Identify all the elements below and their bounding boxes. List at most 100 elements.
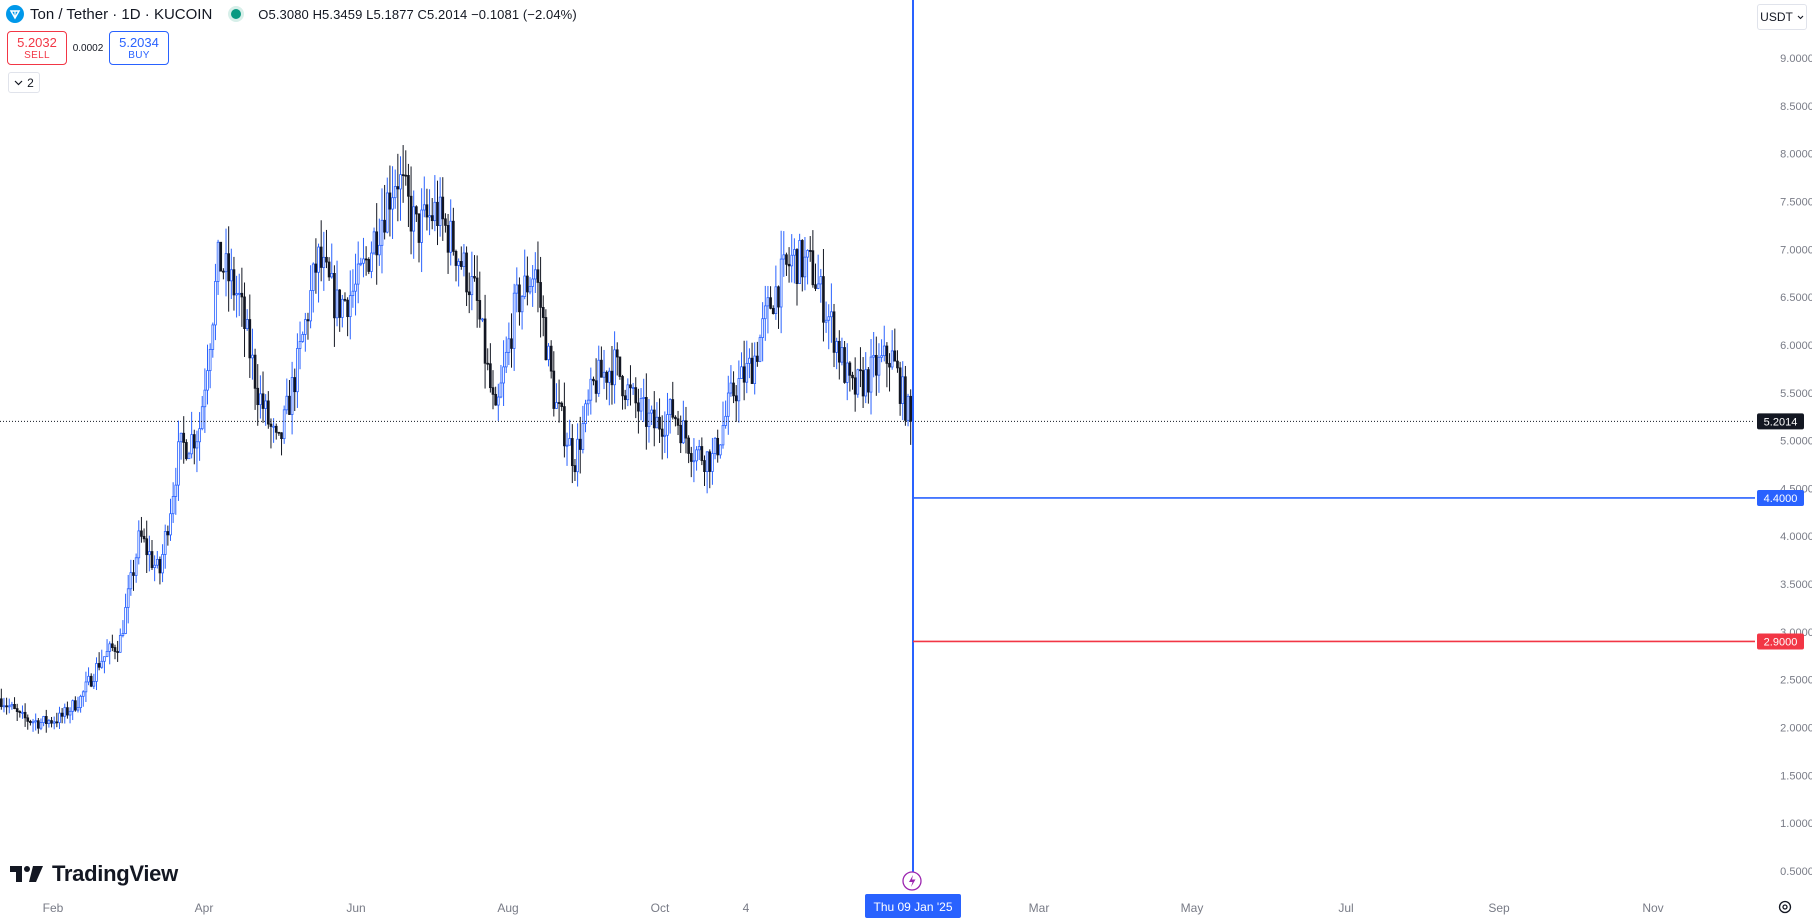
candle-body [422, 204, 426, 211]
candle-body [372, 231, 376, 254]
candle-body [541, 307, 545, 318]
candle-body [824, 319, 828, 323]
candle-body [557, 402, 561, 404]
buy-button[interactable]: 5.2034 BUY [109, 31, 169, 65]
candle-body [116, 651, 119, 653]
candle-body [856, 369, 860, 395]
candle-body [909, 395, 913, 422]
candle-body [666, 414, 669, 436]
candle-body [208, 349, 212, 372]
candle-body [158, 558, 162, 574]
candle-body [470, 276, 474, 296]
candle-body [378, 244, 381, 256]
candle-body [126, 588, 130, 608]
candle-body [700, 446, 704, 461]
candle-body [335, 289, 339, 319]
candle-body [348, 295, 352, 318]
candle-body [742, 366, 746, 383]
candle-body [282, 409, 286, 440]
candle-body [319, 246, 323, 268]
candle-body [845, 362, 849, 383]
candle-body [864, 369, 868, 397]
candle-body [462, 252, 466, 267]
candle-body [872, 354, 875, 358]
candle-body [827, 316, 831, 321]
candle-body [269, 423, 273, 427]
candle-body [76, 707, 80, 711]
candle-body [597, 359, 601, 394]
y-axis-tick: 4.0000 [1780, 531, 1812, 543]
candle-body [354, 283, 357, 292]
candle-body [692, 460, 696, 463]
candle-body [489, 363, 492, 389]
candle-body [359, 262, 363, 265]
candle-body [224, 253, 228, 273]
candle-body [370, 252, 373, 272]
candle-body [364, 258, 368, 261]
candle-body [626, 384, 630, 401]
candle-body [192, 434, 196, 449]
last-price-badge [1757, 413, 1804, 430]
candle-body [631, 387, 635, 390]
candle-body [774, 286, 778, 314]
candle-body [898, 367, 902, 404]
indicators-toggle-button[interactable]: 2 [8, 72, 40, 93]
candle-body [496, 396, 500, 406]
candle-body [906, 395, 910, 421]
x-axis-tick: Feb [43, 901, 64, 915]
candle-body [415, 206, 418, 215]
candle-body [111, 643, 114, 648]
candle-body [520, 296, 524, 313]
candle-body [39, 722, 43, 729]
candle-body [750, 357, 754, 384]
candle-body [153, 564, 156, 568]
candle-body [837, 340, 841, 363]
candle-body [877, 356, 881, 376]
candle-body [285, 395, 289, 411]
market-status-icon[interactable] [228, 6, 245, 22]
tradingview-logo[interactable]: TradingView [10, 861, 178, 887]
candle-body [793, 249, 796, 256]
candle-body [124, 607, 127, 634]
trade-panel: 5.2032 SELL 0.0002 5.2034 BUY [7, 31, 169, 65]
currency-select[interactable]: USDT [1757, 4, 1807, 30]
candle-body [689, 453, 693, 462]
candle-body [277, 431, 281, 434]
candle-body [417, 213, 421, 243]
candle-body [174, 484, 178, 497]
ton-icon [6, 5, 24, 23]
candle-body [695, 449, 698, 462]
candle-body [830, 311, 833, 318]
settings-gear-icon[interactable] [1777, 899, 1793, 915]
price-line-badge-label: 4.4000 [1764, 493, 1798, 505]
logo-text: TradingView [52, 861, 178, 886]
price-line-badge-label: 2.9000 [1764, 636, 1798, 648]
candle-body [835, 340, 838, 353]
candle-body [533, 269, 537, 280]
candle-body [385, 192, 389, 233]
sell-button[interactable]: 5.2032 SELL [7, 31, 67, 65]
lightning-icon[interactable] [902, 871, 922, 891]
candle-body [721, 425, 725, 446]
candle-body [499, 382, 503, 398]
candle-body [467, 291, 471, 296]
candle-body [229, 269, 233, 282]
candle-body [264, 400, 267, 409]
candle-body [808, 250, 812, 252]
candle-body [333, 273, 336, 319]
candle-body [412, 206, 416, 232]
candle-body [55, 721, 59, 724]
symbol-title[interactable]: Ton / Tether · 1D · KUCOIN [30, 5, 213, 23]
candle-body [113, 647, 117, 652]
candle-body [581, 423, 585, 450]
candle-body [869, 356, 873, 393]
candle-body [753, 355, 757, 384]
candle-body [211, 324, 215, 350]
candle-body [343, 298, 347, 301]
candle-body [140, 530, 143, 537]
candle-body [610, 370, 614, 386]
candle-body [832, 311, 836, 353]
candle-body [195, 441, 199, 449]
